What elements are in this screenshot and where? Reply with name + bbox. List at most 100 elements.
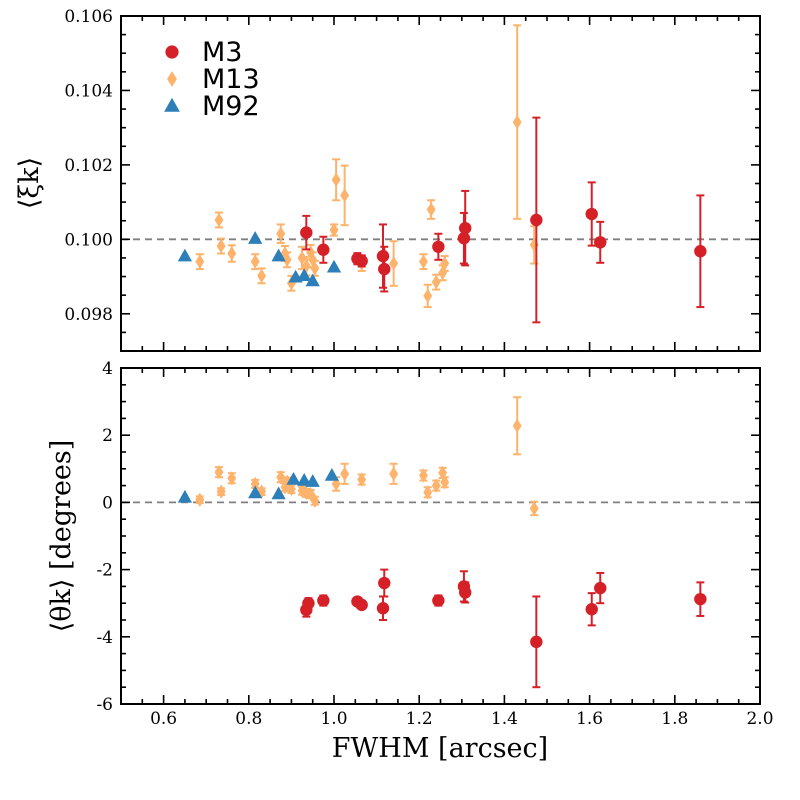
bottom-m3-point: [302, 597, 315, 610]
m13-marker: [214, 212, 224, 228]
m13-marker: [257, 268, 267, 283]
bottom-m13-point: [227, 471, 237, 486]
m13-marker: [250, 254, 260, 269]
bottom-m3-point: [355, 598, 368, 612]
m3-marker: [694, 592, 707, 606]
top-m13-point: [418, 253, 428, 271]
bottom-y-tick-label: 4: [102, 359, 113, 379]
bottom-m13-point: [286, 481, 296, 497]
bottom-y-tick-label: 2: [102, 426, 113, 446]
top-m13-point: [214, 211, 224, 229]
top-m3-point: [594, 220, 607, 264]
bottom-m92-point: [271, 486, 286, 500]
m92-marker: [305, 474, 320, 487]
m3-marker: [300, 226, 313, 239]
m13-marker: [426, 202, 436, 217]
top-axes: [120, 15, 761, 352]
bottom-m13-point: [297, 483, 307, 498]
m13-marker: [297, 250, 307, 266]
x-tick-label: 2.0: [746, 709, 773, 729]
m13-marker: [297, 483, 307, 498]
m13-marker: [286, 276, 296, 291]
top-m13-point: [329, 222, 339, 238]
top-m13-point: [282, 251, 292, 269]
m3-marker: [376, 249, 390, 263]
top-m92-point: [177, 248, 193, 262]
legend-m13-marker: [167, 71, 177, 87]
bottom-y-tick-label: -4: [96, 628, 113, 648]
bottom-m13-point: [529, 500, 539, 517]
legend-m3-marker: [165, 45, 179, 59]
top-m3-point: [694, 194, 707, 309]
m3-marker: [355, 254, 368, 268]
bottom-m3-point: [459, 581, 472, 604]
top-m92-point: [248, 231, 263, 244]
legend-entry-m3: M3: [165, 37, 242, 68]
m92-marker: [324, 468, 339, 481]
x-tick-label: 1.4: [491, 709, 518, 729]
m3-marker: [317, 243, 330, 256]
bottom-y-tick-label: -2: [96, 561, 113, 581]
bottom-m3-point: [585, 592, 598, 627]
m3-marker: [432, 594, 445, 607]
m3-marker: [594, 236, 607, 249]
m13-marker: [276, 470, 286, 485]
bottom-y-tick-labels: 4 2 0 -2 -4 -6: [96, 359, 113, 715]
m13-marker: [418, 254, 428, 269]
m13-marker: [340, 188, 350, 203]
bottom-m13-point: [216, 484, 226, 499]
bottom-m13-point: [512, 396, 522, 456]
bottom-m92-point: [324, 468, 339, 481]
top-m13-point: [512, 24, 522, 220]
legend-label-m92: M92: [202, 91, 260, 122]
top-m13-point: [276, 223, 286, 245]
bottom-m13-point: [357, 472, 367, 487]
bottom-m13-point: [389, 462, 399, 485]
x-tick-label: 1.0: [320, 709, 347, 729]
top-m3-point: [432, 232, 445, 261]
m13-marker: [423, 288, 433, 304]
m3-marker: [530, 635, 543, 649]
m13-marker: [512, 418, 522, 433]
top-m13-point: [440, 255, 450, 272]
bottom-y-tick-label: -6: [96, 695, 113, 715]
top-y-tick-label: 0.098: [64, 305, 113, 325]
m92-marker: [271, 248, 286, 262]
m92-marker: [326, 259, 342, 273]
m92-marker: [297, 268, 312, 282]
x-tick-label: 1.6: [576, 709, 603, 729]
m13-marker: [418, 468, 428, 483]
m92-marker: [297, 473, 312, 486]
m13-marker: [216, 238, 226, 254]
x-tick-labels: 0.6 0.8 1.0 1.2 1.4 1.6 1.8 2.0: [150, 709, 773, 729]
bottom-m13-point: [340, 462, 350, 485]
m3-marker: [355, 598, 368, 612]
bottom-m13-point: [431, 478, 441, 493]
bottom-m3-point: [594, 571, 607, 605]
bottom-m13-point: [440, 475, 450, 490]
top-m92-point: [305, 273, 320, 287]
m13-marker: [195, 254, 205, 269]
bottom-m13-point: [423, 485, 433, 500]
bottom-y-tick-label: 0: [102, 493, 113, 513]
m3-marker: [585, 207, 598, 221]
m13-marker: [276, 226, 286, 241]
m3-marker: [317, 594, 330, 607]
top-m13-point: [250, 253, 260, 271]
m13-marker: [357, 472, 367, 487]
top-y-tick-label: 0.104: [64, 81, 113, 101]
m13-marker: [529, 501, 539, 516]
top-m92-point: [271, 248, 286, 262]
bottom-m3-point: [530, 595, 543, 689]
x-tick-label: 0.8: [235, 709, 262, 729]
top-m92-point: [297, 268, 312, 282]
bottom-m3-point: [317, 594, 330, 607]
m92-marker: [248, 485, 263, 499]
x-tick-label: 1.8: [661, 709, 688, 729]
m3-marker: [694, 245, 707, 258]
top-m13-point: [331, 158, 341, 202]
m13-marker: [389, 256, 399, 271]
top-m13-point: [227, 244, 237, 263]
bottom-frame: [120, 367, 761, 705]
m92-marker: [177, 489, 193, 503]
